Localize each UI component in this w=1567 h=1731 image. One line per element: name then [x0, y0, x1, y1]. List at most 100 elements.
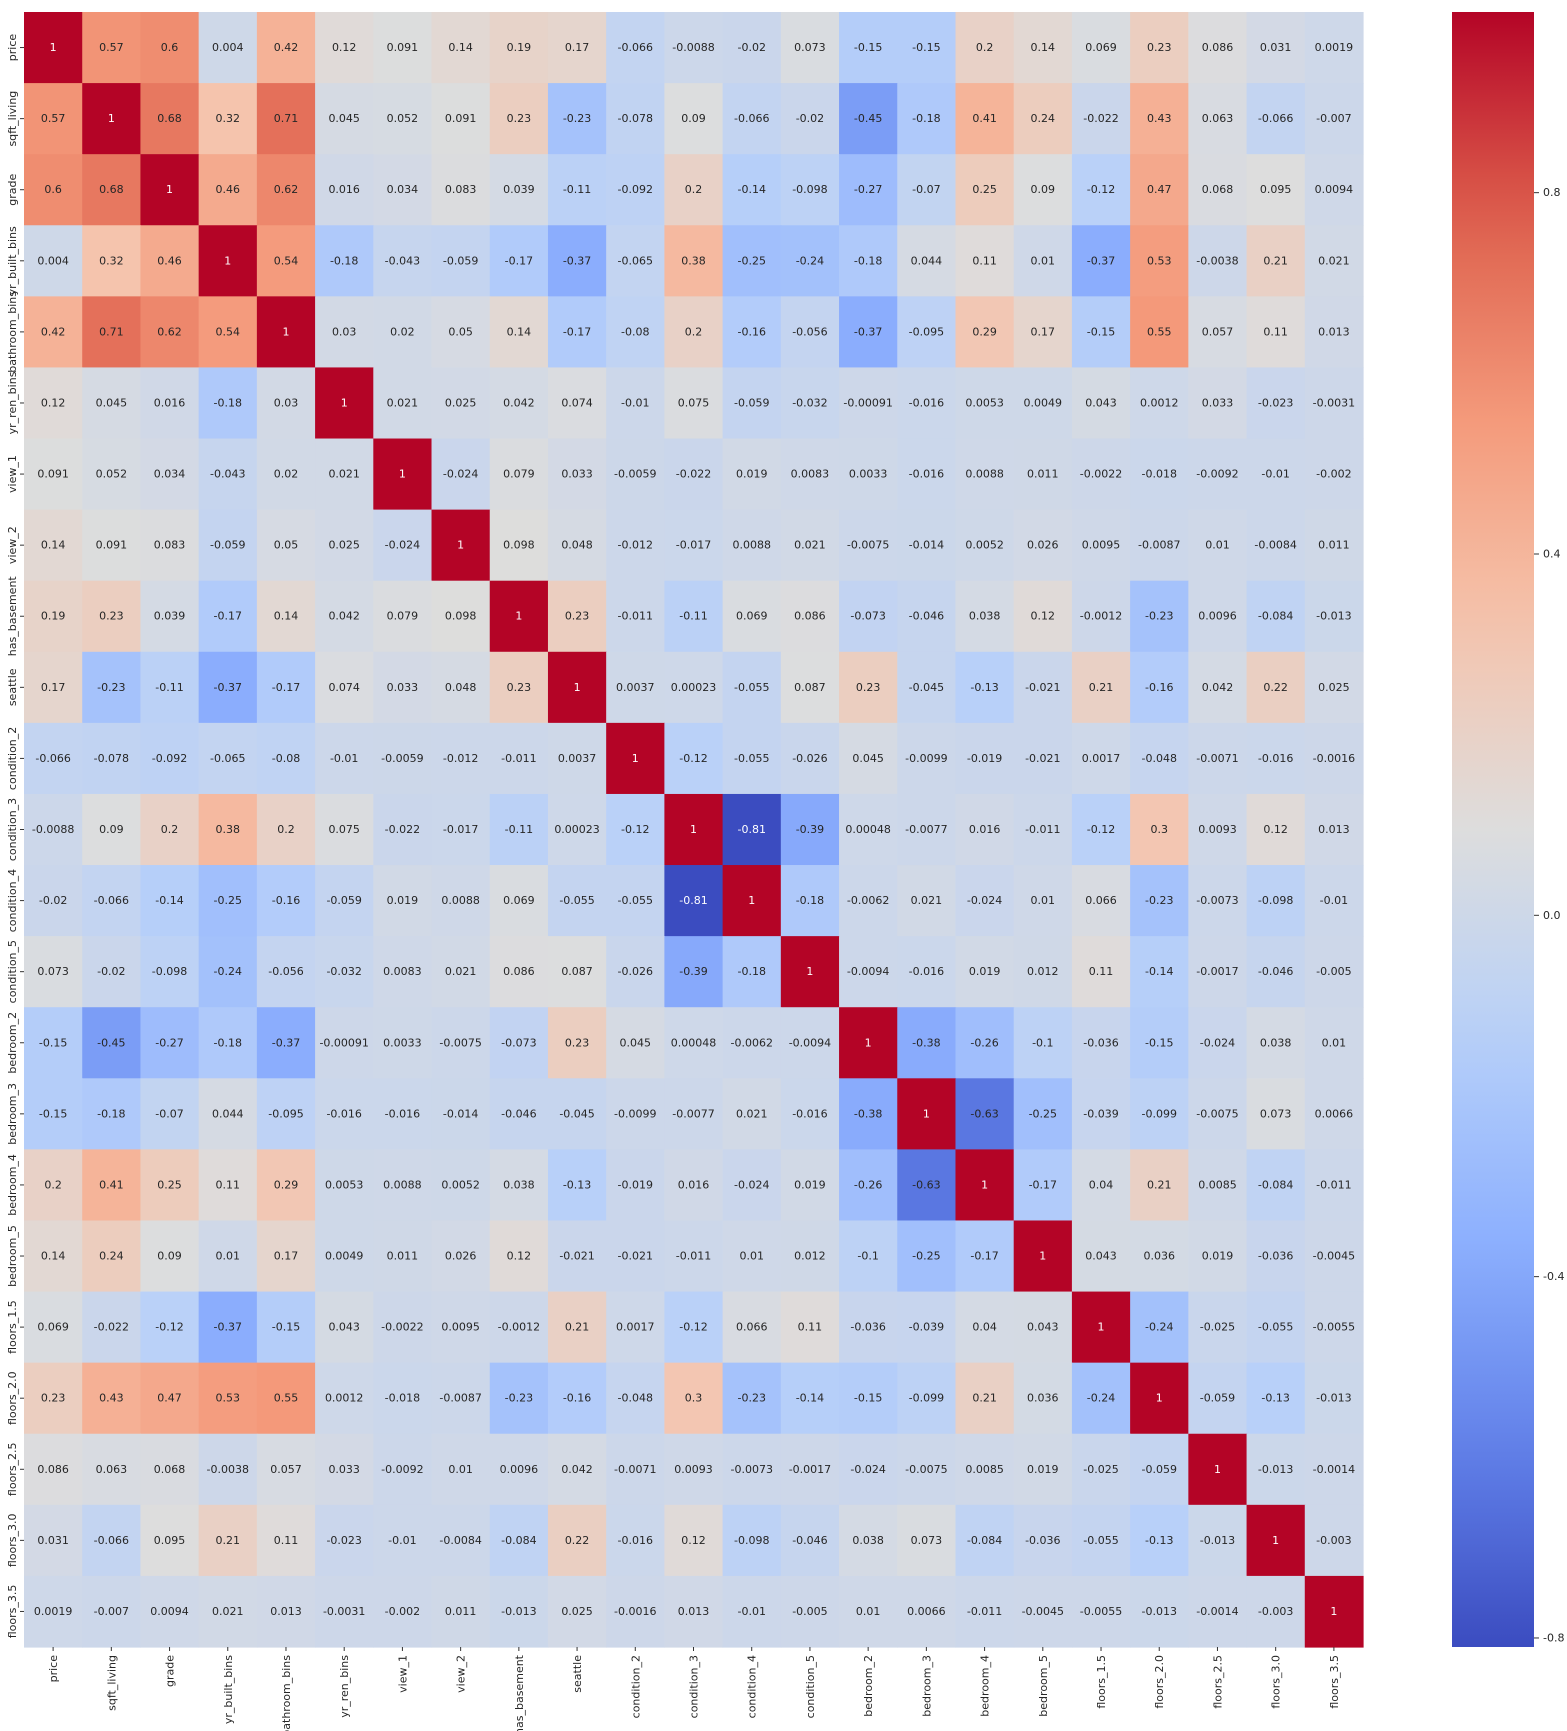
heatmap-cell	[955, 83, 1015, 155]
heatmap-cell	[1246, 722, 1306, 795]
cell-value-label: 0.0037	[558, 752, 597, 765]
heatmap-cell	[82, 1362, 142, 1435]
heatmap-cell	[1246, 1078, 1306, 1150]
heatmap-cell	[955, 296, 1015, 369]
heatmap-cell	[1071, 154, 1131, 226]
heatmap-cell	[1246, 438, 1306, 511]
heatmap-cell	[955, 438, 1015, 511]
cell-value-label: -0.07	[912, 183, 940, 196]
cell-value-label: -0.005	[792, 1605, 827, 1618]
heatmap-cell	[839, 722, 898, 795]
cell-value-label: 0.026	[1027, 539, 1059, 552]
heatmap-cell	[256, 438, 316, 511]
cell-value-label: -0.15	[272, 1321, 300, 1334]
cell-value-label: 0.24	[1031, 112, 1056, 125]
heatmap-cell	[315, 936, 374, 1008]
cell-value-label: 0.14	[1031, 41, 1056, 54]
cell-value-label: -0.23	[97, 681, 125, 694]
heatmap-cell	[1188, 1220, 1248, 1293]
cell-value-label: -0.11	[505, 823, 533, 836]
cell-value-label: -0.63	[912, 1178, 940, 1191]
cell-value-label: 1	[632, 752, 639, 765]
cell-value-label: 0.0095	[1082, 539, 1121, 552]
heatmap-cell	[722, 1078, 782, 1150]
cell-value-label: 0.01	[448, 1463, 473, 1476]
heatmap-cell	[780, 83, 840, 155]
cell-value-label: 0.22	[565, 1534, 590, 1547]
cell-value-label: -0.37	[214, 681, 242, 694]
heatmap-cell	[1013, 793, 1073, 866]
x-tick-label: condition_5	[804, 1655, 817, 1718]
cell-value-label: -0.014	[443, 1107, 478, 1120]
heatmap-cell	[664, 1078, 724, 1150]
y-tick-label: has_basement	[6, 576, 19, 657]
cell-value-label: 0.042	[561, 1463, 593, 1476]
heatmap-cell	[431, 1291, 491, 1364]
heatmap-cell	[1188, 1007, 1248, 1079]
heatmap-cell	[547, 12, 607, 84]
colorbar-tick-label: 0.0	[1543, 909, 1561, 922]
heatmap-cell	[140, 296, 200, 369]
cell-value-label: -0.026	[618, 965, 653, 978]
cell-value-label: -0.13	[1145, 1534, 1173, 1547]
cell-value-label: 0.01	[216, 1250, 241, 1263]
cell-value-label: 0.0085	[1198, 1178, 1237, 1191]
cell-value-label: -0.37	[1087, 254, 1115, 267]
heatmap-cell	[780, 793, 840, 866]
heatmap-cell	[547, 1220, 607, 1293]
cell-value-label: -0.0059	[614, 468, 656, 481]
heatmap-cell	[722, 1220, 782, 1293]
heatmap-cell	[198, 936, 258, 1008]
heatmap-cell	[1013, 509, 1073, 582]
heatmap-cell	[82, 154, 142, 226]
cell-value-label: -0.046	[909, 610, 944, 623]
heatmap-cell	[1013, 367, 1073, 440]
heatmap-cell	[897, 1007, 957, 1079]
heatmap-cell	[1071, 865, 1131, 937]
cell-value-label: 0.09	[99, 823, 124, 836]
cell-value-label: -0.16	[563, 1392, 591, 1405]
heatmap-cell	[547, 1433, 607, 1506]
heatmap-cell	[24, 936, 83, 1008]
heatmap-cell	[256, 1291, 316, 1364]
cell-value-label: -0.23	[1145, 610, 1173, 623]
colorbar: 0.8 0.4 0.0 -0.4 -0.8	[1452, 12, 1564, 1647]
heatmap-cell	[82, 793, 142, 866]
cell-value-label: -0.0055	[1080, 1605, 1122, 1618]
cell-value-label: -0.039	[909, 1321, 944, 1334]
heatmap-cell	[1188, 651, 1248, 724]
cell-value-label: 0.0033	[383, 1036, 422, 1049]
cell-value-label: 0.031	[37, 1534, 69, 1547]
cell-value-label: -0.18	[796, 894, 824, 907]
colorbar-tick-label: -0.8	[1543, 1631, 1564, 1644]
cell-value-label: 0.0088	[383, 1178, 422, 1191]
cell-value-label: -0.17	[970, 1250, 998, 1263]
heatmap-cell	[373, 83, 433, 155]
heatmap-cell	[373, 722, 433, 795]
cell-value-label: -0.01	[388, 1534, 416, 1547]
heatmap-cell	[606, 367, 665, 440]
cell-value-label: 0.025	[328, 539, 360, 552]
cell-value-label: -0.066	[734, 112, 769, 125]
cell-value-label: -0.11	[155, 681, 183, 694]
x-tick-label: price	[47, 1655, 60, 1683]
heatmap-cell	[664, 1149, 724, 1222]
heatmap-cell	[373, 154, 433, 226]
cell-value-label: 0.079	[503, 468, 535, 481]
cell-value-label: 0.016	[154, 396, 186, 409]
heatmap-cell	[373, 1362, 433, 1435]
cell-value-label: 0.23	[565, 610, 590, 623]
cell-value-label: -0.036	[1025, 1534, 1060, 1547]
heatmap-cell	[1304, 1504, 1364, 1577]
cell-value-label: -0.078	[94, 752, 129, 765]
heatmap-cell	[839, 1433, 898, 1506]
cell-value-label: 1	[457, 539, 464, 552]
heatmap-cell	[489, 1007, 549, 1079]
cell-value-label: -0.1	[1032, 1036, 1053, 1049]
heatmap-cell	[1188, 793, 1248, 866]
cell-value-label: -0.003	[1316, 1534, 1351, 1547]
cell-value-label: -0.24	[1145, 1321, 1173, 1334]
cell-value-label: -0.032	[792, 396, 827, 409]
cell-value-label: -0.38	[854, 1107, 882, 1120]
cell-value-label: -0.016	[326, 1107, 361, 1120]
